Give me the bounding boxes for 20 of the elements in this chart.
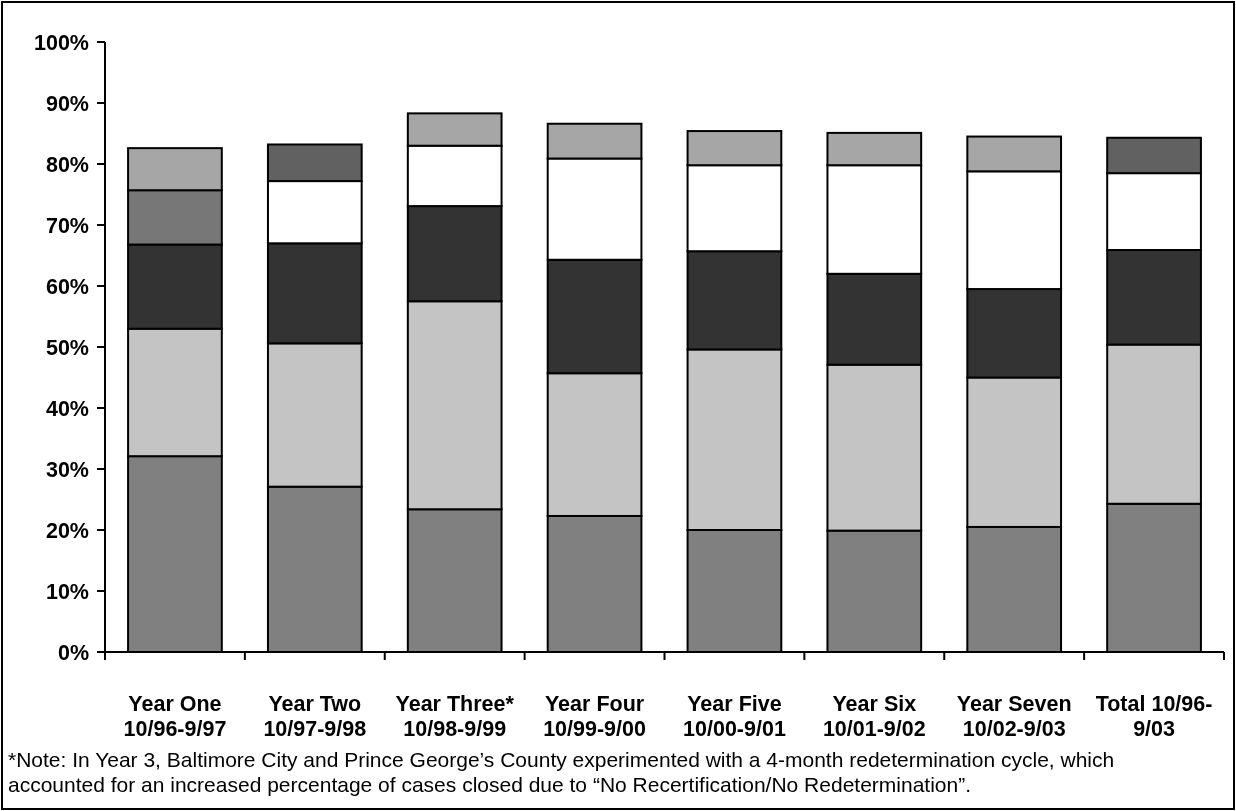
x-tick-label: Year Seven 10/02-9/03: [956, 692, 1072, 741]
y-tick-label: 0%: [57, 640, 89, 665]
x-tick-label: Year Six 10/01-9/02: [822, 692, 926, 741]
text: *Note: In Year 3, Baltimore City and Prince George’s County experimented with a 4-month redetermination cycle, which accounted for an increased percentage of cases closed due to “No Recertification/No Redetermination”.: [8, 748, 1115, 796]
x-tick-label: Year One 10/96-9/97: [123, 692, 227, 741]
y-tick-label: 90%: [45, 91, 89, 116]
y-tick-label: 50%: [45, 335, 89, 360]
y-tick-label: 60%: [45, 274, 89, 299]
y-tick-label: 20%: [45, 518, 89, 543]
y-tick-label: 100%: [34, 30, 89, 55]
y-tick-label: 70%: [45, 213, 89, 238]
y-tick-label: 30%: [45, 457, 89, 482]
y-tick-label: 40%: [45, 396, 89, 421]
x-tick-label: Year Four 10/99-9/00: [543, 692, 647, 741]
x-tick-label: Year Three* 10/98-9/99: [395, 692, 515, 741]
x-tick-label: Total 10/96- 9/03: [1095, 692, 1213, 741]
x-tick-label: Year Two 10/97-9/98: [263, 692, 367, 741]
y-tick-label: 80%: [45, 152, 89, 177]
x-tick-label: Year Five 10/00-9/01: [683, 692, 786, 741]
y-tick-label: 10%: [45, 579, 89, 604]
